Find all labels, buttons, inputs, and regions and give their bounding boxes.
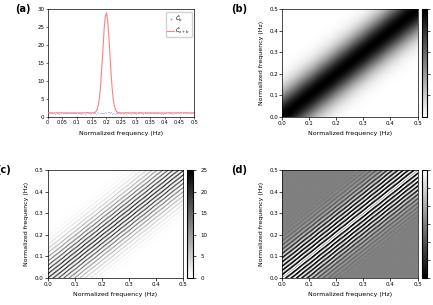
$\hat{C}_{x+b}$ xyxy=(81,111,86,115)
$\hat{C}_{x+b}$ xyxy=(172,111,177,115)
$\hat{C}_b$ xyxy=(128,112,133,116)
$\hat{C}_{x+b}$ xyxy=(104,11,109,15)
$\hat{C}_b$ xyxy=(121,112,126,115)
$\hat{C}_b$ xyxy=(45,111,50,115)
Y-axis label: Normalized frequency (Hz): Normalized frequency (Hz) xyxy=(24,182,29,266)
$\hat{C}_{x+b}$ xyxy=(106,34,111,38)
Y-axis label: Normalized frequency (Hz): Normalized frequency (Hz) xyxy=(259,21,264,105)
$\hat{C}_b$ xyxy=(191,111,197,114)
Legend: $\hat{C}_b$, $\hat{C}_{x+b}$: $\hat{C}_b$, $\hat{C}_{x+b}$ xyxy=(166,12,191,37)
$\hat{C}_{x+b}$ xyxy=(99,65,104,69)
Line: $\hat{C}_{x+b}$: $\hat{C}_{x+b}$ xyxy=(48,13,194,113)
$\hat{C}_{x+b}$ xyxy=(186,111,191,115)
Text: (b): (b) xyxy=(231,4,247,14)
$\hat{C}_{x+b}$ xyxy=(191,111,197,115)
$\hat{C}_b$ xyxy=(187,112,192,115)
$\hat{C}_b$ xyxy=(99,111,104,115)
X-axis label: Normalized frequency (Hz): Normalized frequency (Hz) xyxy=(308,292,392,297)
$\hat{C}_b$ xyxy=(81,112,86,115)
Text: (d): (d) xyxy=(231,165,247,175)
Text: (a): (a) xyxy=(16,4,31,14)
$\hat{C}_{x+b}$ xyxy=(45,111,50,115)
X-axis label: Normalized frequency (Hz): Normalized frequency (Hz) xyxy=(308,131,392,136)
$\hat{C}_b$ xyxy=(105,110,110,114)
$\hat{C}_b$ xyxy=(125,110,130,114)
$\hat{C}_b$ xyxy=(173,112,178,115)
$\hat{C}_{x+b}$ xyxy=(123,111,128,115)
X-axis label: Normalized frequency (Hz): Normalized frequency (Hz) xyxy=(73,292,158,297)
X-axis label: Normalized frequency (Hz): Normalized frequency (Hz) xyxy=(79,131,163,135)
Y-axis label: Normalized frequency (Hz): Normalized frequency (Hz) xyxy=(259,182,264,266)
Line: $\hat{C}_b$: $\hat{C}_b$ xyxy=(47,112,195,114)
Text: (c): (c) xyxy=(0,165,11,175)
